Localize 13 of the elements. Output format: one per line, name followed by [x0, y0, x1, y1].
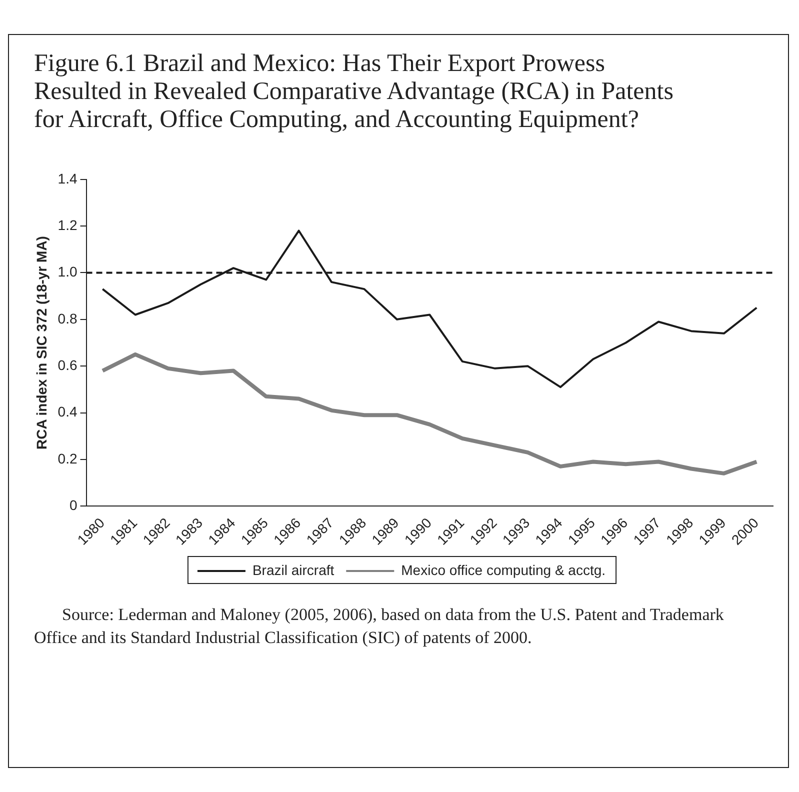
y-tick-label: 1.4	[58, 170, 78, 186]
y-tick-label: 0.2	[58, 450, 78, 466]
y-tick-label: 1.2	[58, 216, 78, 233]
y-axis-title: RCA index in SIC 372 (18-yr MA)	[33, 236, 50, 450]
source-note: Source: Lederman and Maloney (2005, 2006), based on data from the U.S. Patent and Trademark Office and its Standard Industrial Classification (SIC) of patents of 2000.	[34, 604, 725, 649]
legend-label: Mexico office computing & acctg.	[401, 562, 606, 578]
y-tick-label: 0.6	[58, 356, 78, 373]
y-tick-label: 0	[69, 496, 78, 513]
y-tick-label: 1.0	[58, 264, 78, 280]
chart-title: Figure 6.1 Brazil and Mexico: Has Their Export Prowess Resulted in Revealed Comparative Advantage (RCA) in Patents for Aircraft, Office Computing, and Accounting Equipment?	[34, 50, 674, 134]
y-tick-label: 0.8	[58, 310, 78, 326]
legend-label: Brazil aircraft	[252, 562, 334, 578]
y-tick-label: 0.4	[58, 404, 78, 420]
